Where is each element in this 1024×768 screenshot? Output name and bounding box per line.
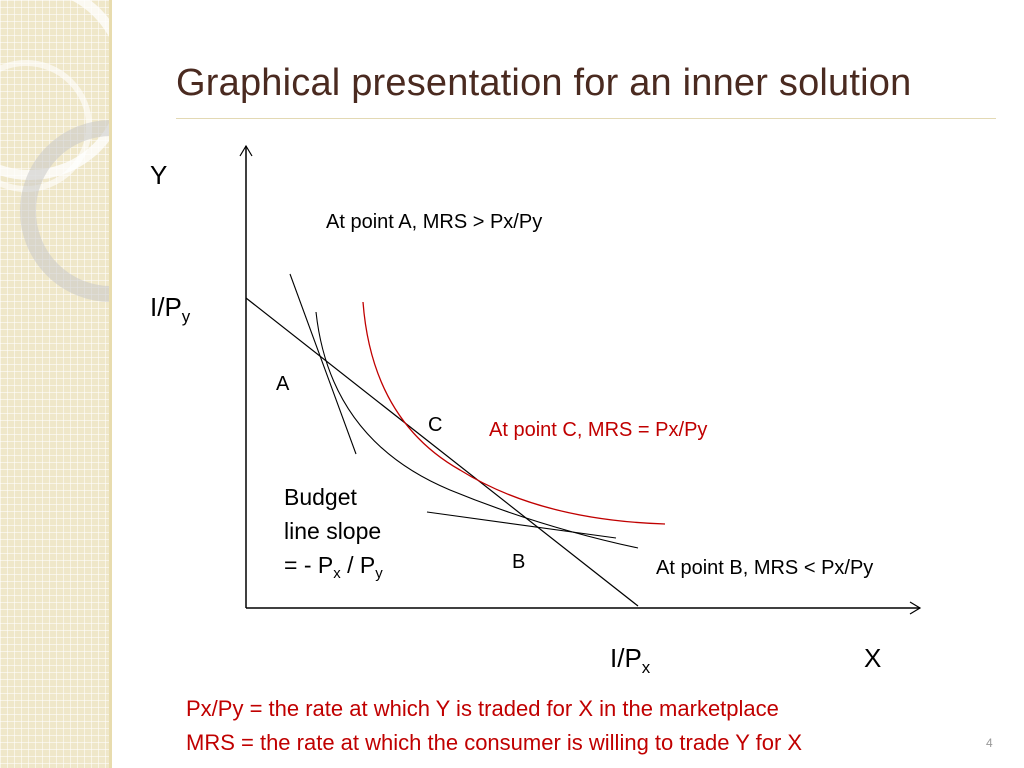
footer-line-1: Px/Py = the rate at which Y is traded fo… — [186, 696, 779, 721]
y-intercept-label: I/Py — [150, 292, 190, 327]
y-axis-label: Y — [150, 160, 168, 190]
point-a-label: A — [276, 373, 290, 395]
x-intercept-text: I/P — [610, 643, 642, 673]
title-divider — [176, 118, 996, 119]
page-number: 4 — [986, 736, 993, 750]
slope-line-1: Budget — [284, 484, 357, 510]
y-intercept-subscript: y — [181, 306, 191, 326]
decorative-side-panel — [0, 0, 112, 768]
y-axis-arrow — [239, 144, 253, 157]
tangent-line-a — [289, 273, 357, 455]
point-b-label: B — [512, 551, 526, 573]
point-c-label: C — [428, 414, 443, 436]
slope-line-2: line slope — [284, 518, 382, 544]
tangent-line-b — [426, 511, 617, 539]
note-point-a: At point A, MRS > Px/Py — [326, 211, 543, 233]
note-point-c: At point C, MRS = Px/Py — [489, 419, 708, 441]
slope-subscript-x: x — [333, 565, 341, 583]
slope-line-3: = - Px / Py — [284, 548, 383, 591]
budget-line — [245, 297, 639, 607]
slide-title: Graphical presentation for an inner solu… — [176, 62, 912, 104]
x-intercept-subscript: x — [641, 657, 651, 677]
y-intercept-text: I/P — [150, 292, 182, 322]
budget-slope-note: Budget line slope = - Px / Py — [284, 480, 383, 591]
footer-line-2: MRS = the rate at which the consumer is … — [186, 730, 803, 755]
slope-subscript-y: y — [375, 565, 383, 583]
slope-formula-part: = - P — [284, 552, 334, 578]
indifference-curve-high — [362, 301, 666, 525]
slope-formula-part: / P — [340, 552, 376, 578]
note-point-b: At point B, MRS < Px/Py — [656, 557, 874, 579]
x-axis-label: X — [864, 643, 882, 673]
x-axis-arrow — [909, 601, 922, 615]
x-intercept-label: I/Px — [610, 643, 650, 678]
panel-edge — [109, 0, 112, 768]
